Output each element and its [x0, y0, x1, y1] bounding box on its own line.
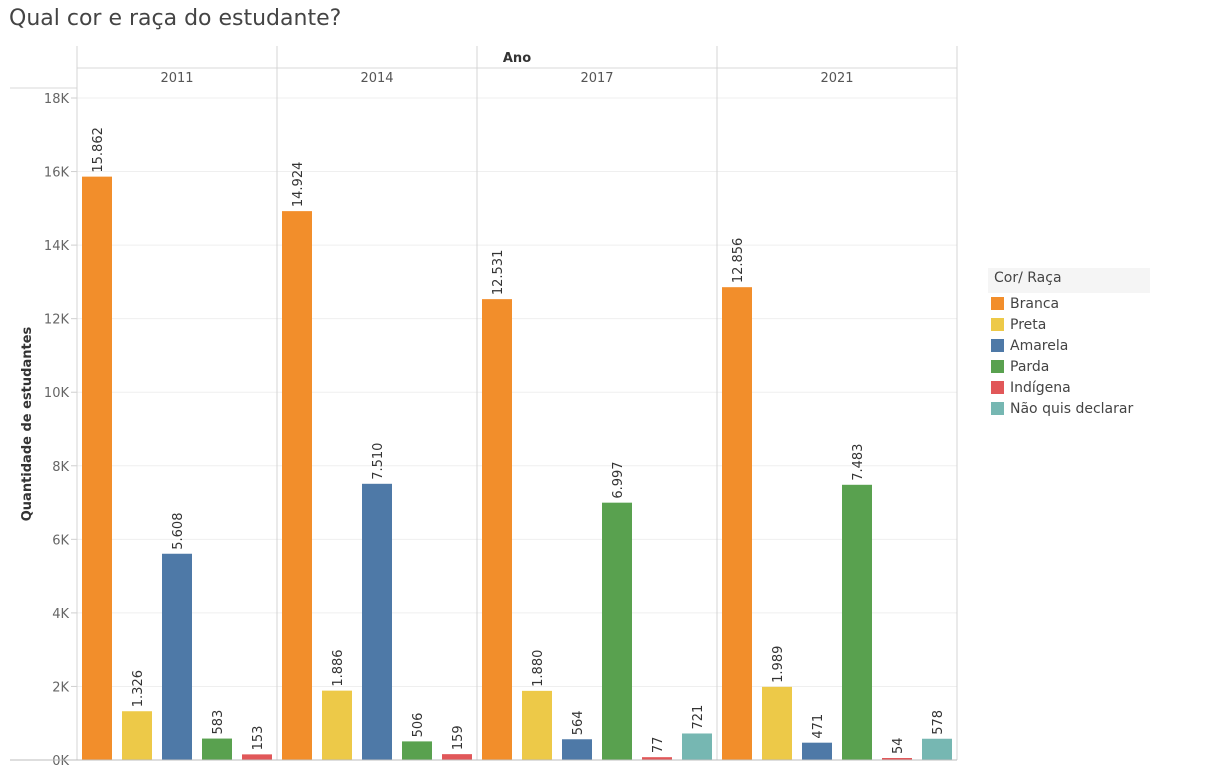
- data-label-2021-5: 578: [931, 710, 946, 735]
- legend-swatch: [991, 297, 1004, 310]
- data-label-2014-1: 1.886: [331, 649, 346, 686]
- legend: Cor/ Raça Branca Preta Amarela Parda Indígen…: [988, 268, 1150, 419]
- y-tick-label: 4K: [52, 607, 69, 622]
- data-label-2011-0: 15.862: [91, 127, 106, 173]
- data-label-2021-1: 1.989: [771, 646, 786, 683]
- bar-2017-3: [602, 502, 632, 760]
- legend-swatch: [991, 381, 1004, 394]
- chart-title: Qual cor e raça do estudante?: [9, 6, 342, 31]
- data-label-2021-0: 12.856: [731, 238, 746, 284]
- column-header-title: Ano: [503, 51, 531, 66]
- legend-title: Cor/ Raça: [988, 268, 1150, 293]
- legend-label: Parda: [1010, 358, 1050, 375]
- legend-item[interactable]: Amarela: [988, 335, 1150, 356]
- bar-2014-1: [322, 690, 352, 760]
- y-tick-label: 18K: [44, 92, 70, 107]
- data-label-2014-2: 7.510: [371, 443, 386, 480]
- legend-label: Indígena: [1010, 379, 1071, 396]
- data-label-2011-2: 5.608: [171, 513, 186, 550]
- legend-swatch: [991, 318, 1004, 331]
- data-label-2017-2: 564: [571, 710, 586, 735]
- data-label-2021-4: 54: [891, 737, 906, 754]
- y-tick-label: 16K: [44, 166, 70, 181]
- bar-2021-3: [842, 484, 872, 760]
- data-label-2021-2: 471: [811, 714, 826, 739]
- legend-item[interactable]: Parda: [988, 356, 1150, 377]
- data-label-2017-5: 721: [691, 705, 706, 730]
- bar-2017-4: [642, 757, 672, 760]
- legend-swatch: [991, 360, 1004, 373]
- data-label-2017-0: 12.531: [491, 250, 506, 296]
- y-axis-title: Quantidade de estudantes: [20, 326, 35, 521]
- legend-swatch: [991, 402, 1004, 415]
- y-tick-label: 12K: [44, 313, 70, 328]
- y-tick-label: 0K: [52, 754, 69, 769]
- legend-swatch: [991, 339, 1004, 352]
- bar-2014-2: [362, 483, 392, 760]
- data-label-2021-3: 7.483: [851, 444, 866, 481]
- bar-2021-2: [802, 742, 832, 760]
- bar-2021-4: [882, 758, 912, 760]
- legend-item[interactable]: Indígena: [988, 377, 1150, 398]
- legend-items: Branca Preta Amarela Parda Indígena Não quis …: [988, 293, 1150, 419]
- bar-2011-2: [162, 553, 192, 760]
- bar-2021-1: [762, 686, 792, 760]
- data-label-2017-4: 77: [651, 737, 666, 754]
- bar-2014-3: [402, 741, 432, 760]
- data-label-2014-3: 506: [411, 713, 426, 738]
- bar-2011-3: [202, 738, 232, 760]
- bar-2014-0: [282, 211, 312, 761]
- bar-2011-4: [242, 754, 272, 760]
- bar-2017-5: [682, 733, 712, 760]
- y-tick-label: 14K: [44, 239, 70, 254]
- panel-year-label: 2014: [360, 71, 393, 86]
- data-label-2014-0: 14.924: [291, 162, 306, 208]
- y-tick-label: 10K: [44, 386, 70, 401]
- data-label-2011-1: 1.326: [131, 670, 146, 707]
- legend-item[interactable]: Branca: [988, 293, 1150, 314]
- legend-item[interactable]: Não quis declarar: [988, 398, 1150, 419]
- y-tick-label: 2K: [52, 680, 69, 695]
- panel-year-label: 2011: [160, 71, 193, 86]
- legend-label: Amarela: [1010, 337, 1069, 354]
- y-tick-label: 8K: [52, 460, 69, 475]
- data-label-2014-4: 159: [451, 725, 466, 750]
- data-label-2011-3: 583: [211, 710, 226, 735]
- bar-2011-0: [82, 176, 112, 761]
- bar-2021-5: [922, 738, 952, 760]
- legend-label: Não quis declarar: [1010, 400, 1134, 417]
- panel-year-label: 2021: [820, 71, 853, 86]
- bar-2017-0: [482, 299, 512, 760]
- bar-2017-2: [562, 739, 592, 760]
- legend-label: Preta: [1010, 316, 1047, 333]
- bar-2011-1: [122, 711, 152, 760]
- legend-label: Branca: [1010, 295, 1060, 312]
- data-label-2011-4: 153: [251, 726, 266, 751]
- panel-year-label: 2017: [580, 71, 613, 86]
- bar-2021-0: [722, 287, 752, 760]
- bar-chart: Ano 0K 2K 4K 6K 8K 10K 12K 14K 16K 18K Quantidade d…: [10, 46, 958, 769]
- bar-2014-4: [442, 754, 472, 760]
- data-label-2017-3: 6.997: [611, 461, 626, 498]
- bar-2017-1: [522, 690, 552, 760]
- legend-item[interactable]: Preta: [988, 314, 1150, 335]
- y-tick-label: 6K: [52, 533, 69, 548]
- data-label-2017-1: 1.880: [531, 650, 546, 687]
